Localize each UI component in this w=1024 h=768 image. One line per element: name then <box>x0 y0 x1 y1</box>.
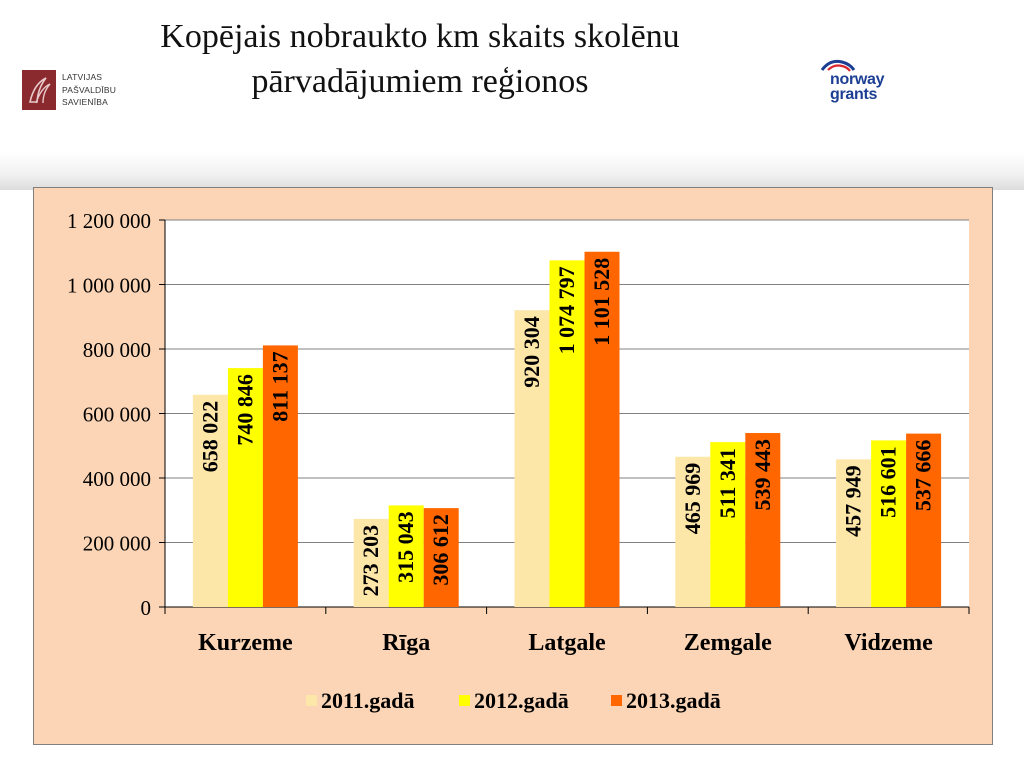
data-label: 539 443 <box>750 439 775 511</box>
category-label: Rīga <box>382 630 430 656</box>
y-tick-label: 400 000 <box>83 467 151 491</box>
lps-logo-line3: SAVIENĪBA <box>62 97 109 107</box>
data-label: 920 304 <box>519 316 544 388</box>
norway-logo-line2: grants <box>830 86 878 103</box>
legend-swatch <box>306 695 317 706</box>
bar <box>906 433 942 607</box>
header-background <box>0 0 1024 190</box>
data-label: 658 022 <box>197 401 222 473</box>
bar <box>262 345 298 607</box>
y-tick-label: 800 000 <box>83 338 151 362</box>
norway-grants-logo: norway grants <box>820 58 910 110</box>
legend-label: 2012.gadā <box>474 688 569 713</box>
bar <box>388 505 424 607</box>
data-label: 516 601 <box>876 446 901 518</box>
category-label: Zemgale <box>684 630 772 656</box>
data-label: 315 043 <box>393 511 418 583</box>
y-tick-label: 0 <box>141 596 152 620</box>
data-label: 1 101 528 <box>589 258 614 346</box>
y-tick-label: 1 000 000 <box>67 274 151 298</box>
category-label: Kurzeme <box>198 630 293 656</box>
y-tick-label: 600 000 <box>83 403 151 427</box>
lps-emblem-icon <box>22 70 56 110</box>
bar-chart: 0 200 000 400 000 600 000 800 000 1 000 000 1 … <box>67 209 970 713</box>
page-title: Kopējais nobraukto km skaits skolēnu pār… <box>120 14 720 104</box>
category-label: Latgale <box>528 630 606 656</box>
bar <box>514 310 550 607</box>
data-label: 811 137 <box>267 351 292 421</box>
legend-label: 2011.gadā <box>321 688 415 713</box>
norway-grants-text: norway grants <box>830 71 885 103</box>
page-title-line2: pārvadājumiem reģionos <box>251 63 589 100</box>
data-label: 740 846 <box>232 374 257 446</box>
legend-label: 2013.gadā <box>626 688 721 713</box>
norway-logo-line1: norway <box>830 71 885 88</box>
page-title-line1: Kopējais nobraukto km skaits skolēnu <box>160 18 680 55</box>
bar <box>192 394 228 607</box>
bar <box>675 456 711 607</box>
legend-swatch <box>459 695 470 706</box>
bar <box>227 368 263 607</box>
data-label: 511 341 <box>715 448 740 518</box>
lps-logo: LATVIJAS PAŠVALDĪBU SAVIENĪBA <box>22 70 142 114</box>
data-label: 537 666 <box>911 440 936 512</box>
data-label: 457 949 <box>841 465 866 537</box>
bar <box>584 251 620 608</box>
bar <box>836 459 872 607</box>
bar <box>549 260 585 607</box>
data-label: 273 203 <box>358 525 383 597</box>
bar <box>353 518 389 607</box>
category-label: Vidzeme <box>844 630 933 656</box>
norway-swoosh-icon <box>820 59 856 72</box>
data-label: 465 969 <box>680 463 705 534</box>
lps-logo-line1: LATVIJAS <box>62 72 103 82</box>
lps-logo-text: LATVIJAS PAŠVALDĪBU SAVIENĪBA <box>62 71 116 109</box>
bar <box>871 440 907 607</box>
y-tick-label: 200 000 <box>83 532 151 556</box>
y-tick-label: 1 200 000 <box>67 209 151 233</box>
data-label: 1 074 797 <box>554 266 579 354</box>
lps-logo-line2: PAŠVALDĪBU <box>62 84 117 95</box>
bar <box>710 442 746 607</box>
legend-swatch <box>611 695 622 706</box>
chart-area: 0 200 000 400 000 600 000 800 000 1 000 000 1 … <box>33 187 993 745</box>
data-label: 306 612 <box>428 514 453 586</box>
bar <box>423 508 459 607</box>
bar <box>745 433 781 607</box>
